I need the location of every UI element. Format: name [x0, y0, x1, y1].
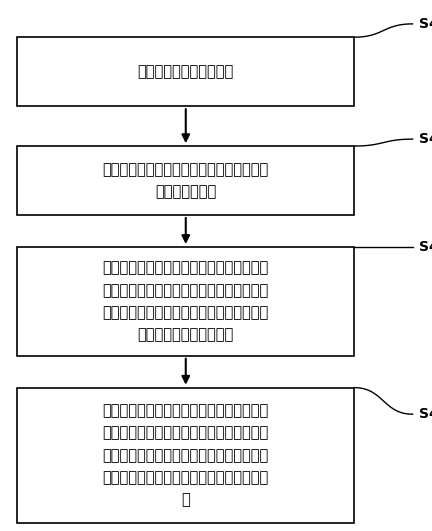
Text: S403: S403	[419, 240, 432, 254]
Bar	[17, 37, 354, 106]
Text: S404: S404	[419, 407, 432, 421]
Text: S402: S402	[419, 132, 432, 146]
Text: 将拟合点及所述拟合系数输入至拟合函数中
，求解出每一拟合点对应的灰度值，并对所
述拟合点及所述拟合点对应的灰度值进行移
动最小二乘法曲面拟合，输出初始偏置场曲
: 将拟合点及所述拟合系数输入至拟合函数中 ，求解出每一拟合点对应的灰度值，并对所 …	[103, 404, 269, 507]
Text: 构建权函数，并基于权函数计算每一离散点
对拟合点的权值: 构建权函数，并基于权函数计算每一离散点 对拟合点的权值	[103, 162, 269, 199]
Text: 基于离散点计算出拟合点: 基于离散点计算出拟合点	[138, 64, 234, 79]
Text: S401: S401	[419, 17, 432, 31]
Bar	[17, 388, 354, 523]
Bar	[17, 247, 354, 356]
Text: 确定移动最小二乘法的基函数，并根据权值
与基函数求解出拟合函数中的拟合系数，其
中，拟合函数为在支持域内构建的且包括基
函数和拟合系数的函数；: 确定移动最小二乘法的基函数，并根据权值 与基函数求解出拟合函数中的拟合系数，其 …	[103, 261, 269, 342]
Bar	[17, 146, 354, 215]
